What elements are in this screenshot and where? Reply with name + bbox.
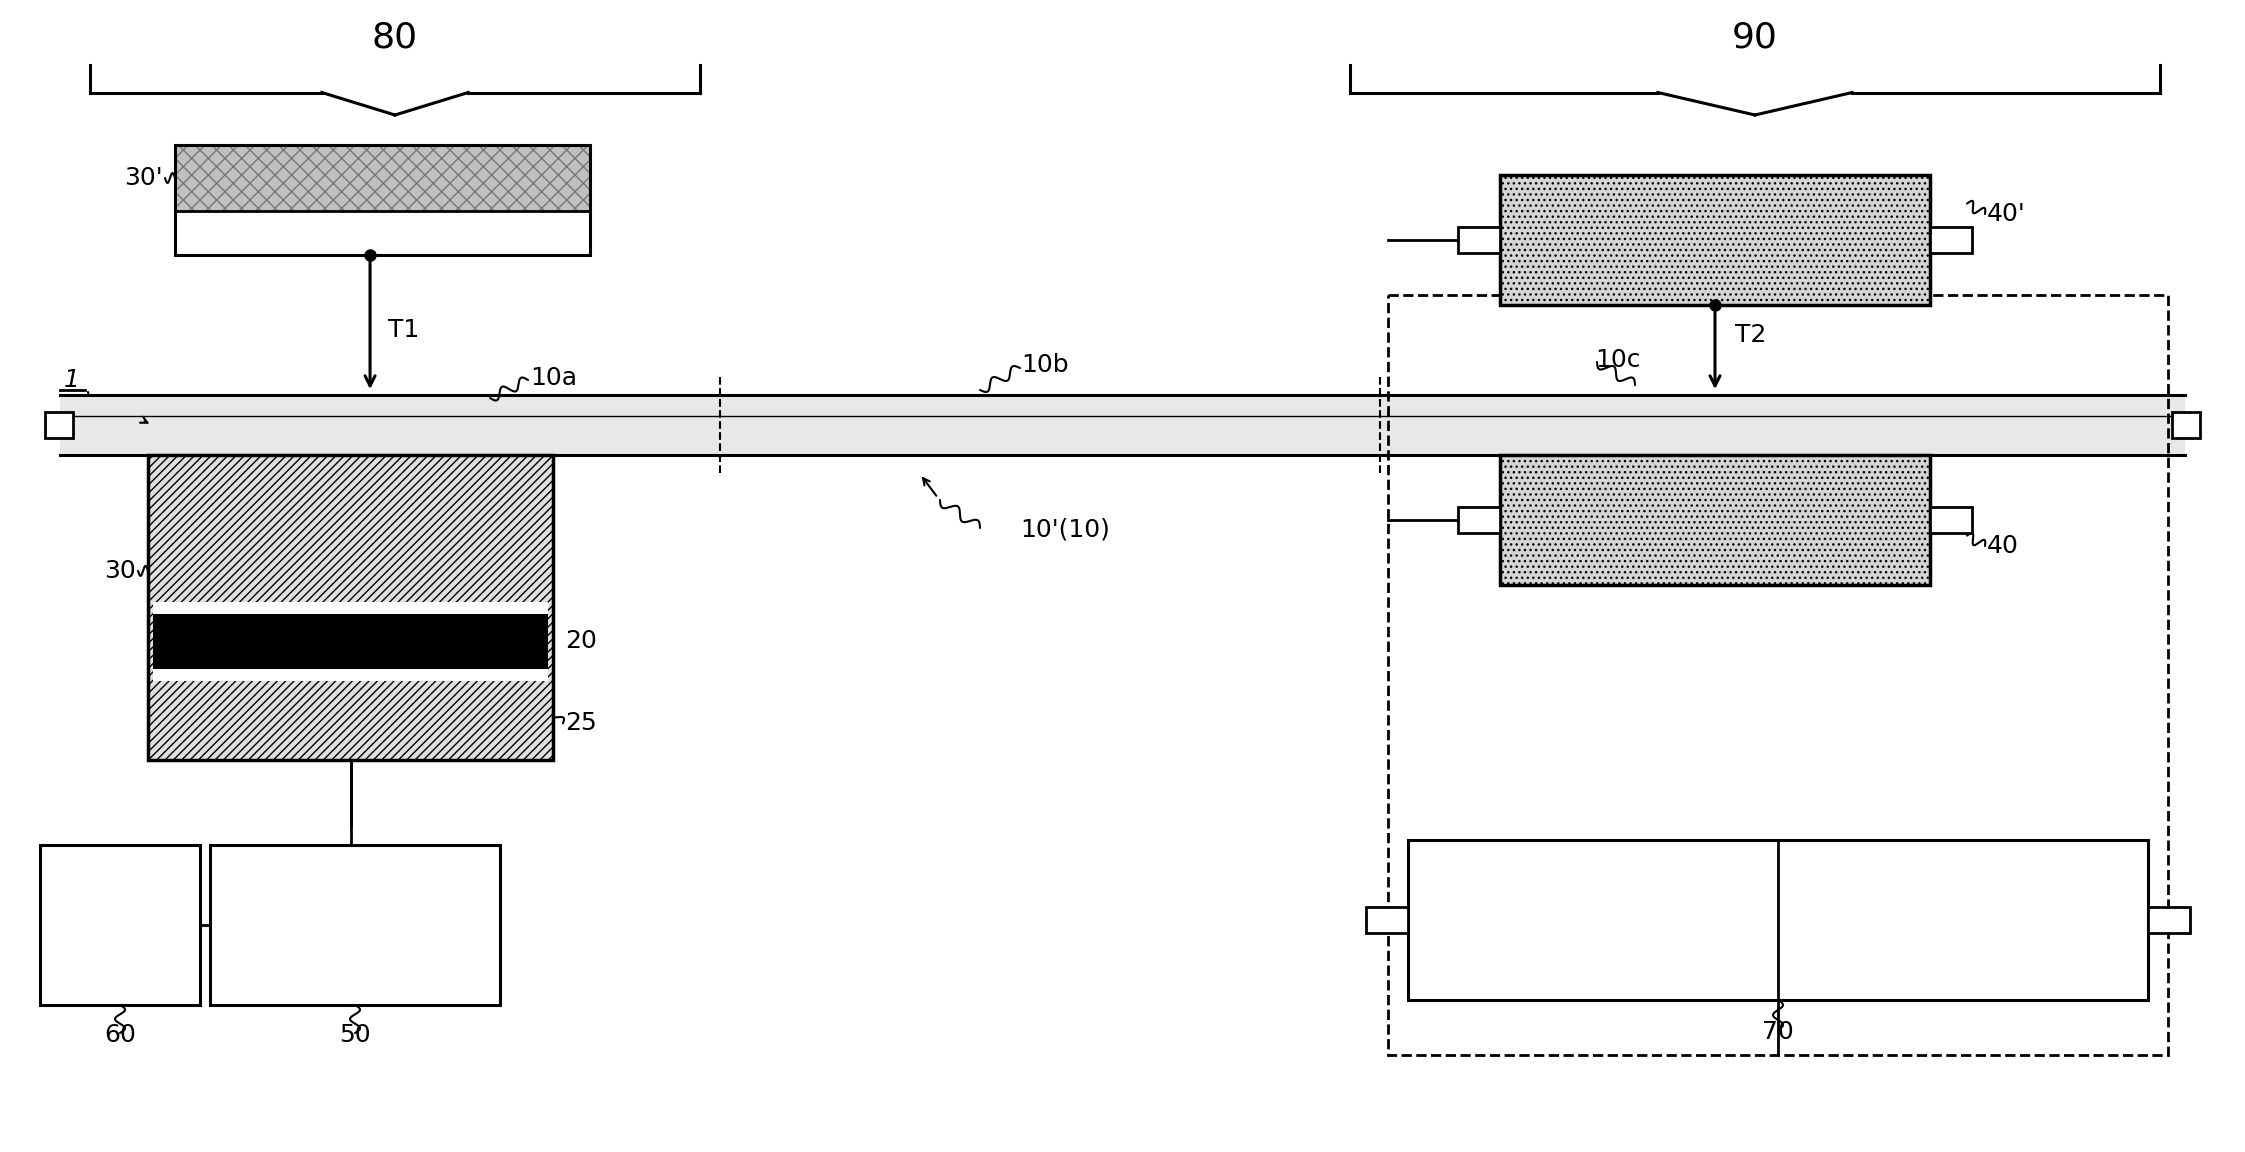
- Text: T2: T2: [1735, 323, 1767, 347]
- Bar: [153, 668, 548, 681]
- Text: 10a: 10a: [530, 366, 577, 391]
- Text: T1: T1: [388, 318, 420, 342]
- Text: 60: 60: [103, 1023, 137, 1047]
- Text: 1: 1: [65, 367, 81, 392]
- Bar: [1457, 227, 1500, 253]
- Bar: [61, 395, 2184, 455]
- Bar: [1365, 907, 1408, 933]
- Text: 30: 30: [103, 559, 137, 583]
- Bar: [148, 455, 552, 760]
- Text: 20: 20: [566, 629, 597, 653]
- Bar: [1408, 840, 2148, 1000]
- Bar: [40, 846, 200, 1005]
- Text: 40: 40: [1987, 535, 2018, 558]
- Bar: [153, 614, 548, 668]
- Bar: [1500, 175, 1931, 305]
- Bar: [1931, 227, 1971, 253]
- Text: 70: 70: [1762, 1020, 1794, 1044]
- Bar: [2148, 907, 2191, 933]
- Bar: [2171, 412, 2200, 438]
- Text: 10c: 10c: [1594, 348, 1641, 372]
- Text: 30': 30': [123, 166, 164, 190]
- Bar: [175, 211, 590, 255]
- Text: 50: 50: [339, 1023, 370, 1047]
- Text: 25: 25: [566, 712, 597, 735]
- Bar: [153, 601, 548, 614]
- Bar: [45, 412, 74, 438]
- Bar: [1457, 507, 1500, 533]
- Bar: [1931, 507, 1971, 533]
- Text: 40': 40': [1987, 202, 2025, 226]
- Text: 90: 90: [1733, 21, 1778, 55]
- Bar: [1500, 455, 1931, 585]
- Bar: [175, 145, 590, 211]
- Text: 10'(10): 10'(10): [1019, 518, 1109, 541]
- Bar: [1387, 295, 2169, 1055]
- Bar: [175, 145, 590, 255]
- Text: 10b: 10b: [1021, 353, 1069, 377]
- Text: 80: 80: [373, 21, 418, 55]
- Bar: [211, 846, 501, 1005]
